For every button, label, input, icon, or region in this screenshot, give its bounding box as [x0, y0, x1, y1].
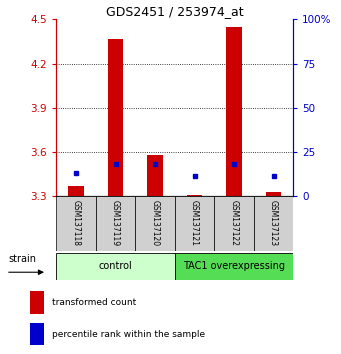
Bar	[30, 291, 44, 314]
Bar	[187, 195, 203, 196]
Bar	[108, 39, 123, 196]
Text: strain: strain	[9, 254, 36, 264]
Bar	[175, 196, 214, 251]
Text: GSM137120: GSM137120	[150, 200, 160, 246]
Text: TAC1 overexpressing: TAC1 overexpressing	[183, 261, 285, 272]
Text: transformed count: transformed count	[51, 298, 136, 307]
Text: GSM137121: GSM137121	[190, 200, 199, 246]
Bar	[56, 253, 175, 280]
Bar	[175, 253, 293, 280]
Bar	[254, 196, 293, 251]
Bar	[56, 196, 96, 251]
Bar	[135, 196, 175, 251]
Text: GSM137118: GSM137118	[72, 200, 80, 246]
Text: GSM137123: GSM137123	[269, 200, 278, 246]
Text: GSM137119: GSM137119	[111, 200, 120, 246]
Bar	[147, 155, 163, 196]
Bar	[30, 323, 44, 346]
Bar	[96, 196, 135, 251]
Bar	[68, 186, 84, 196]
Title: GDS2451 / 253974_at: GDS2451 / 253974_at	[106, 5, 243, 18]
Text: GSM137122: GSM137122	[229, 200, 238, 246]
Text: control: control	[99, 261, 132, 272]
Bar	[226, 27, 242, 196]
Bar	[266, 192, 281, 196]
Bar	[214, 196, 254, 251]
Text: percentile rank within the sample: percentile rank within the sample	[51, 330, 205, 339]
